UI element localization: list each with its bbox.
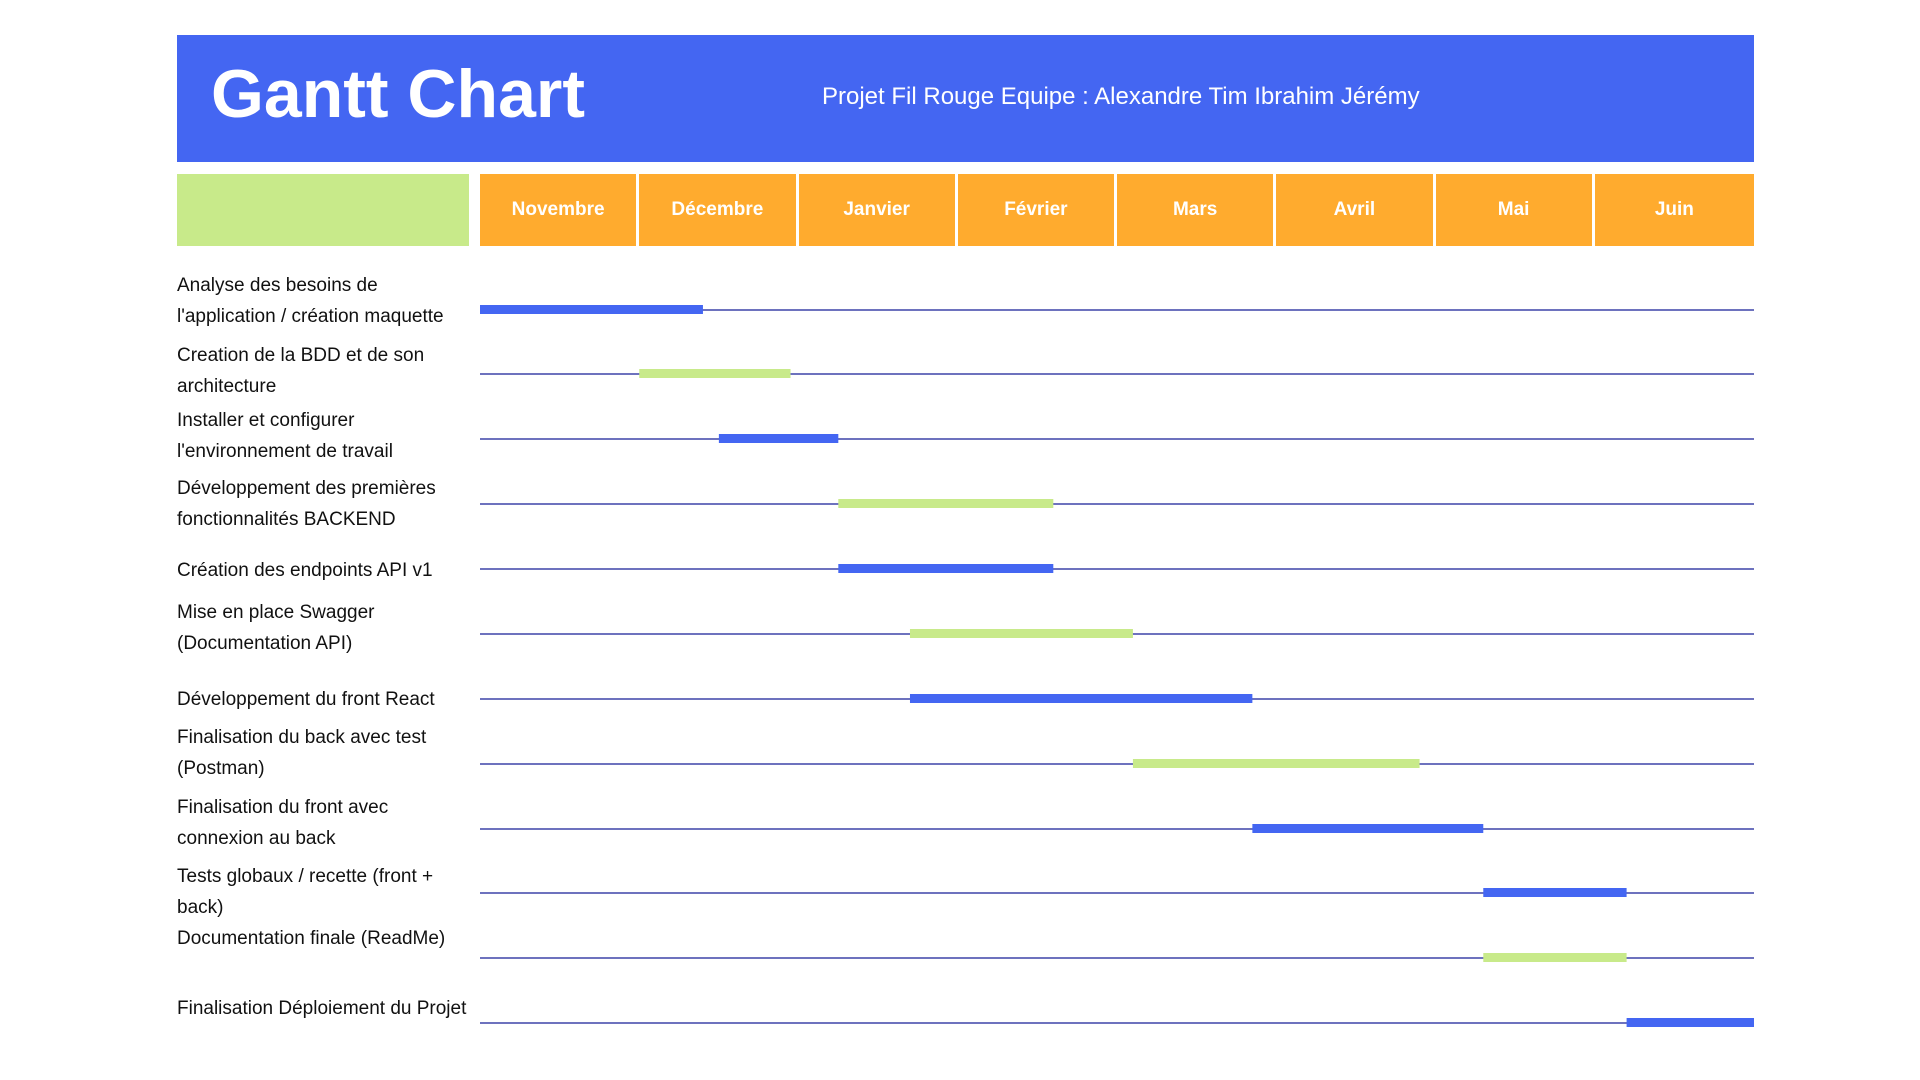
chart-title: Gantt Chart xyxy=(211,56,585,132)
task-bar-5 xyxy=(909,629,1133,638)
task-bar-3 xyxy=(838,499,1054,508)
task-label-5: Mise en place Swagger (Documentation API… xyxy=(177,602,375,654)
month-header-1: Décembre xyxy=(639,174,796,246)
task-label-1: Creation de la BDD et de son architectur… xyxy=(177,345,425,397)
month-header-5: Avril xyxy=(1276,174,1433,246)
task-bar-7 xyxy=(1132,759,1420,768)
task-header-cell xyxy=(177,174,469,246)
task-bar-1 xyxy=(639,369,791,378)
month-header-3: Février xyxy=(957,174,1114,246)
month-header-7: Juin xyxy=(1594,174,1754,246)
task-label-6: Développement du front React xyxy=(177,689,435,710)
task-bar-2 xyxy=(718,434,839,443)
task-bar-4 xyxy=(838,564,1054,573)
task-label-9: Tests globaux / recette (front + back) xyxy=(177,866,434,918)
month-header-4: Mars xyxy=(1117,174,1274,246)
task-bar-11 xyxy=(1626,1018,1754,1027)
month-header-6: Mai xyxy=(1435,174,1592,246)
task-label-2: Installer et configurer l'environnement … xyxy=(177,410,393,462)
task-label-4: Création des endpoints API v1 xyxy=(177,560,433,581)
task-label-3: Développement des premières fonctionnali… xyxy=(177,478,436,530)
task-bar-6 xyxy=(909,694,1253,703)
task-label-0: Analyse des besoins de l'application / c… xyxy=(177,275,444,327)
task-label-10: Documentation finale (ReadMe) xyxy=(177,928,446,949)
task-label-11: Finalisation Déploiement du Projet xyxy=(177,998,467,1019)
month-header-row: Novembre Décembre Janvier Février Mars Avril M… xyxy=(480,174,1754,246)
month-header-0: Novembre xyxy=(480,174,637,246)
chart-subtitle: Projet Fil Rouge Equipe : Alexandre Tim … xyxy=(822,83,1420,110)
chart-header: Gantt Chart Projet Fil Rouge Equipe : Al… xyxy=(177,35,1754,162)
task-bar-10 xyxy=(1483,953,1627,962)
task-bar-0 xyxy=(480,305,703,314)
task-label-8: Finalisation du front avec connexion au … xyxy=(177,797,389,849)
task-label-7: Finalisation du back avec test (Postman) xyxy=(177,727,427,779)
task-bar-8 xyxy=(1252,824,1484,833)
task-bar-9 xyxy=(1483,888,1627,897)
month-header-2: Janvier xyxy=(798,174,955,246)
